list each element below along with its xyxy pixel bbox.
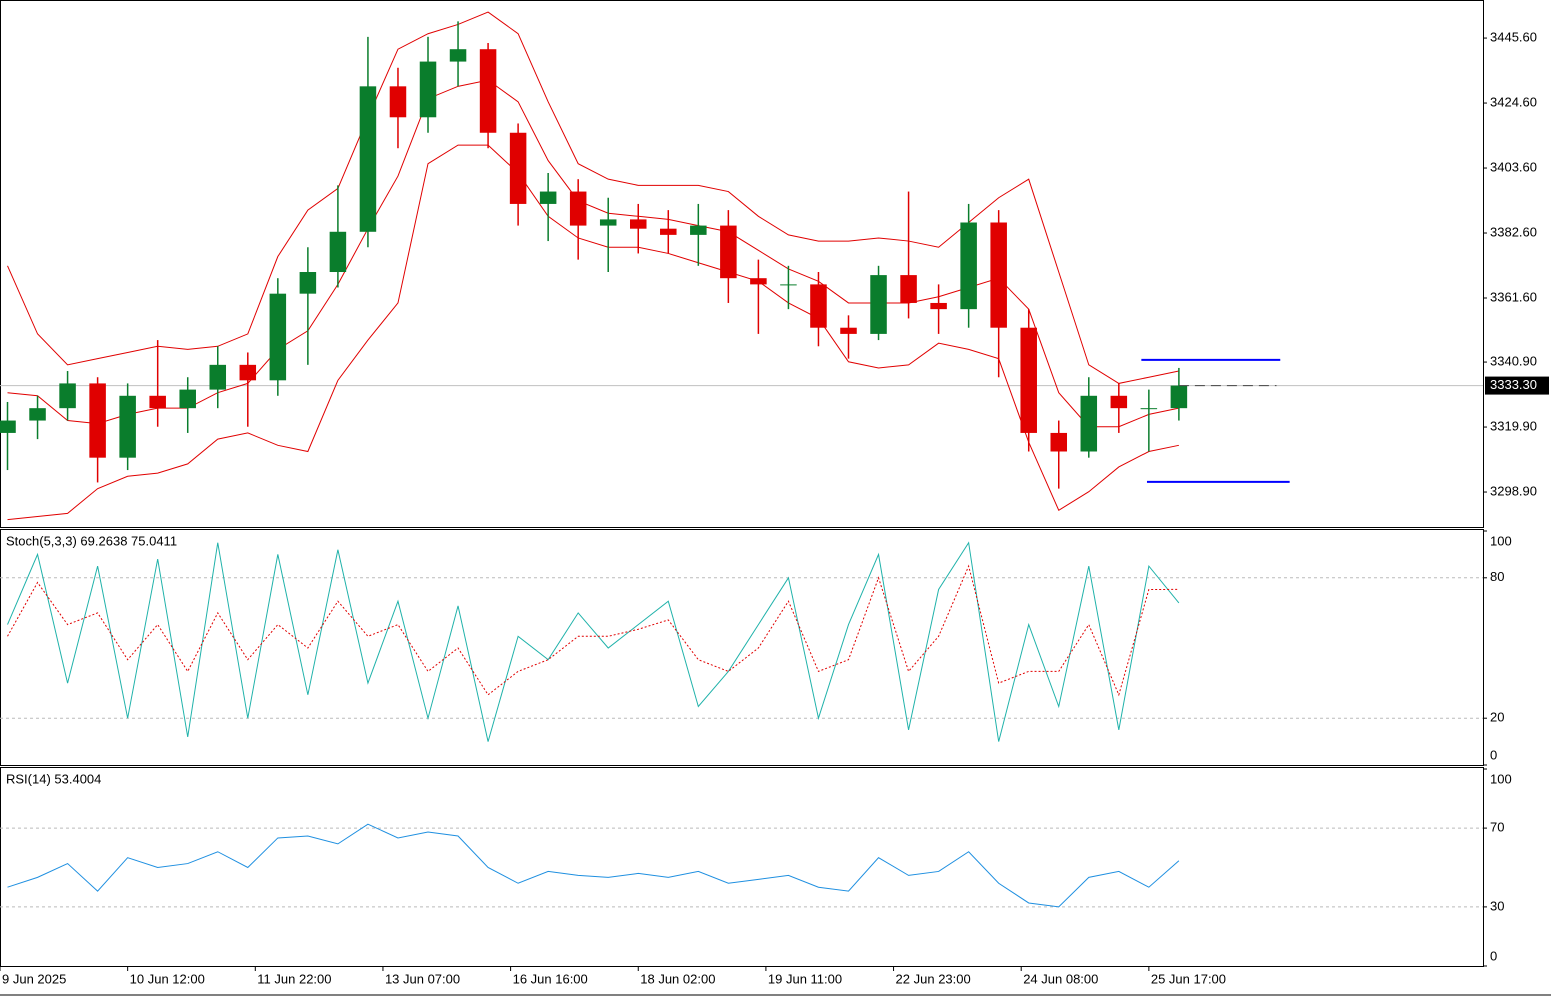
candle-body [750,278,767,285]
candle-body [0,420,16,433]
price-tag-bg [1485,376,1549,395]
candle-body [1020,327,1037,433]
y-tick-label: 100 [1490,533,1512,548]
candle-body [990,222,1007,328]
candle-body [359,86,377,232]
candle-body [389,86,407,118]
x-tick-label: 25 Jun 17:00 [1151,971,1226,986]
candle-body [59,383,76,409]
candle-body [599,219,617,226]
main-panel [0,0,1484,528]
panel-title: Stoch(5,3,3) 69.2638 75.0411 [6,533,177,548]
indicator-line [7,823,1180,908]
candle-body [1110,395,1128,409]
y-tick-label: 80 [1490,569,1504,584]
x-tick-label: 18 Jun 02:00 [640,971,715,986]
band-upper [7,11,1179,384]
x-tick-label: 22 Jun 23:00 [896,971,971,986]
candle-body [179,389,196,409]
y-tick-label: 3403.60 [1490,159,1537,174]
candle-body [720,225,737,279]
candle-body [479,49,497,133]
candle-body [29,408,46,421]
candle-body [1170,385,1188,409]
panel-title: RSI(14) 53.4004 [6,771,101,786]
x-tick-label: 19 Jun 11:00 [768,971,842,986]
rsi-panel [0,767,1484,967]
candle-body [269,293,287,381]
indicator-line [7,564,1179,697]
candle-body [119,395,136,458]
candle-body [569,191,587,226]
candle-body [209,364,227,390]
y-tick-label: 3340.90 [1490,353,1537,368]
y-tick-label: 3445.60 [1490,30,1537,45]
candle-body [900,275,917,303]
y-tick-label: 3319.90 [1490,418,1537,433]
candle-body [840,327,857,334]
candle-body [1050,432,1068,452]
y-tick-label: 3382.60 [1490,224,1537,239]
stoch-panel [0,529,1484,766]
candle-body [419,61,437,118]
band-middle [7,79,1179,428]
candle-body [780,284,797,286]
candle-body [629,219,647,229]
y-tick-label: 0 [1490,948,1497,963]
candle-body [449,49,467,62]
candle-body [930,302,947,310]
y-tick-label: 100 [1490,771,1512,786]
candle-body [329,231,347,273]
y-tick-label: 3424.60 [1490,94,1537,109]
y-tick-label: 0 [1490,747,1497,762]
x-tick-label: 10 Jun 12:00 [130,971,205,986]
candle-body [870,275,887,334]
x-tick-label: 24 Jun 08:00 [1023,971,1098,986]
candle-body [1080,395,1098,452]
candle-body [810,284,827,328]
candle-body [509,132,527,204]
candle-body [960,222,977,310]
x-tick-label: 9 Jun 2025 [2,971,66,986]
price-tag: 3333.30 [1490,377,1537,392]
x-tick-label: 16 Jun 16:00 [513,971,588,986]
candle-body [1140,408,1158,410]
candle-body [539,191,557,204]
x-tick-label: 11 Jun 22:00 [257,971,331,986]
y-tick-label: 3361.60 [1490,289,1537,304]
y-tick-label: 3298.90 [1490,483,1537,498]
candle-body [149,395,166,409]
indicator-line [7,541,1180,742]
x-tick-label: 13 Jun 07:00 [385,971,460,986]
candle-body [690,225,707,235]
y-tick-label: 20 [1490,710,1504,725]
candle-body [89,383,106,458]
candle-body [239,364,257,381]
candle-body [299,272,317,294]
y-tick-label: 30 [1490,898,1504,913]
band-lower [7,144,1179,521]
y-tick-label: 70 [1490,820,1504,835]
candle-body [660,228,677,235]
